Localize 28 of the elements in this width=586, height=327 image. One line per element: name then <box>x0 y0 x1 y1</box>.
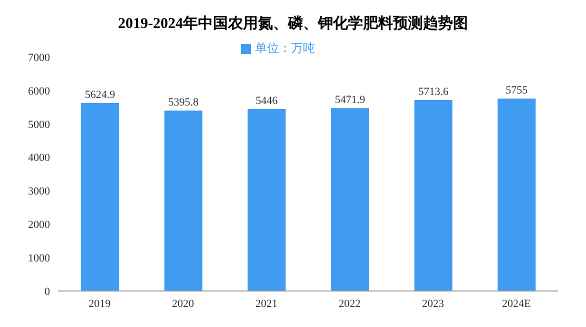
chart-title: 2019-2024年中国农用氮、磷、钾化学肥料预测趋势图 <box>117 14 469 34</box>
x-tick-label: 2022 <box>338 298 361 310</box>
y-tick-label: 2000 <box>28 219 50 232</box>
x-tick-label: 2024E <box>502 298 531 310</box>
y-tick-label: 5000 <box>28 118 50 131</box>
data-label: 5624.9 <box>84 88 116 101</box>
data-label: 5471.9 <box>334 94 366 106</box>
data-label: 5446 <box>256 94 278 107</box>
legend-label: 单位：万吨 <box>255 41 315 55</box>
y-tick-label: 1000 <box>28 252 50 264</box>
x-tick-label: 2023 <box>422 298 444 310</box>
bar <box>331 108 369 291</box>
y-tick-label: 7000 <box>28 52 50 64</box>
data-label: 5713.6 <box>418 86 449 98</box>
y-tick-label: 0 <box>44 286 50 298</box>
data-label: 5395.8 <box>168 96 199 109</box>
y-tick-label: 6000 <box>28 85 50 98</box>
bar <box>248 108 286 291</box>
bar <box>498 98 536 291</box>
x-tick-label: 2021 <box>255 298 278 310</box>
y-tick-label: 3000 <box>28 186 50 198</box>
x-tick-label: 2019 <box>88 298 112 310</box>
y-tick-label: 4000 <box>28 152 50 164</box>
bar <box>414 100 452 291</box>
bar <box>81 102 119 291</box>
data-label: 5755 <box>506 84 528 97</box>
x-tick-label: 2020 <box>172 298 194 310</box>
bar <box>164 110 202 291</box>
